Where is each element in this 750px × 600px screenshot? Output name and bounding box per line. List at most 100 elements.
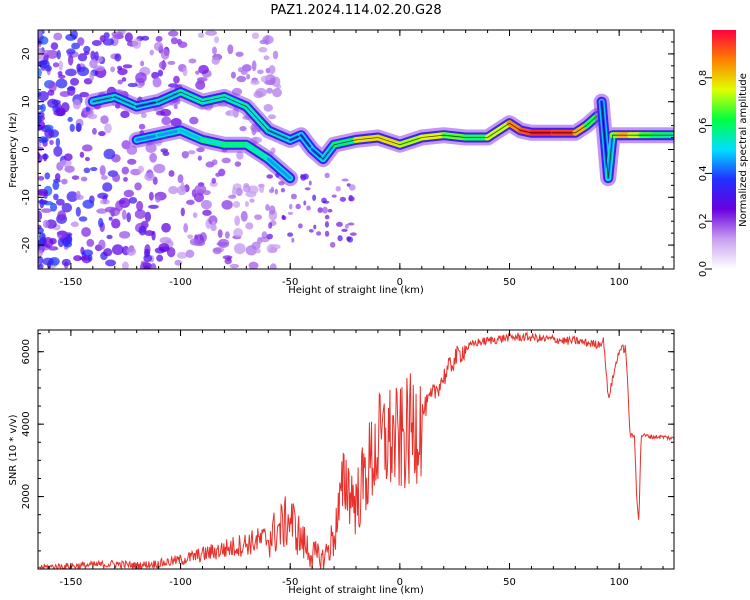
spectral-noise-blob (38, 59, 50, 69)
spectral-noise-blob (89, 71, 95, 81)
spectral-noise-blob (42, 237, 54, 248)
x-tick-label: 0 (397, 277, 403, 288)
spectral-noise-blob (82, 199, 95, 209)
spectral-noise-blob (291, 237, 295, 243)
spectral-noise-blob (339, 196, 347, 202)
spectral-noise-blob (71, 175, 80, 180)
colorbar-tick-label: 0.2 (698, 213, 709, 229)
spectral-noise-blob (94, 51, 99, 62)
spectral-noise-blob (188, 58, 197, 64)
spectral-noise-blob (267, 114, 276, 120)
x-tick-label: -50 (282, 577, 298, 588)
spectral-noise-blob (91, 40, 102, 47)
spectral-noise-blob (266, 174, 274, 179)
spectral-noise-blob (60, 159, 72, 167)
spectral-noise-blob (38, 199, 48, 204)
spectral-noise-blob (98, 131, 106, 137)
spectral-noise-blob (200, 199, 212, 210)
spectral-noise-blob (127, 158, 137, 165)
spectral-noise-blob (40, 208, 52, 213)
spectral-noise-blob (234, 215, 241, 226)
spectral-noise-blob (104, 123, 112, 134)
spectral-noise-blob (178, 41, 188, 48)
spectral-noise-blob (263, 103, 273, 112)
spectral-noise-blob (269, 205, 276, 215)
ridge-second-core (200, 138, 226, 147)
spectral-noise-blob (38, 90, 49, 102)
spectral-noise-blob (42, 219, 49, 229)
spectral-noise-blob (38, 68, 42, 78)
ridge-second-core (244, 143, 270, 161)
spectral-noise-blob (66, 48, 76, 55)
spectral-noise-blob (268, 222, 273, 229)
spectral-noise-blob (83, 45, 91, 53)
ridge-second-core (266, 157, 292, 180)
spectral-noise-blob (189, 238, 199, 246)
spectral-noise-blob (182, 66, 188, 77)
spectral-noise-blob (229, 263, 240, 269)
spectral-noise-blob (226, 109, 237, 117)
spectral-noise-blob (102, 38, 115, 46)
spectral-noise-blob (63, 241, 73, 248)
spectral-noise-blob (100, 175, 108, 180)
spectral-noise-blob (87, 113, 98, 120)
spectral-noise-blob (242, 184, 251, 193)
spectral-noise-blob (154, 195, 161, 203)
spectral-noise-blob (53, 193, 59, 201)
spectral-noise-blob (41, 49, 54, 56)
spectral-noise-blob (327, 208, 333, 213)
spectral-noise-blob (67, 116, 73, 123)
snr-series-line (38, 331, 674, 569)
spectral-noise-blob (47, 89, 55, 96)
spectral-noise-blob (48, 81, 57, 92)
spectral-noise-blob (295, 203, 301, 210)
spectral-noise-blob (57, 210, 67, 221)
spectral-noise-blob (155, 110, 166, 116)
x-tick-label: -150 (60, 277, 83, 288)
spectral-noise-blob (167, 60, 176, 65)
spectral-noise-blob (153, 41, 164, 51)
spectral-noise-blob (55, 78, 68, 89)
spectral-noise-blob (205, 30, 217, 36)
spectral-noise-blob (248, 261, 259, 269)
spectral-noise-blob (57, 70, 63, 77)
snr-panel: -150 -100 -50 0 50 100 2000 4000 6000 Height of… (8, 329, 675, 596)
spectral-noise-blob (92, 127, 97, 135)
spectral-noise-blob (121, 166, 130, 175)
x-tick-label: 0 (397, 577, 403, 588)
spectral-noise-blob (38, 142, 42, 147)
spectral-noise-blob (38, 224, 42, 230)
x-tick-label: -100 (169, 277, 192, 288)
x-tick-label: -50 (282, 277, 298, 288)
spectral-noise-blob (123, 176, 128, 182)
spectral-noise-blob (308, 180, 312, 186)
spectral-noise-blob (134, 182, 142, 191)
spectral-noise-blob (251, 126, 257, 136)
spectral-noise-blob (232, 186, 237, 197)
spectral-noise-blob (121, 209, 127, 220)
spectral-noise-blob (233, 243, 246, 255)
spectral-noise-blob (324, 221, 330, 228)
spectral-noise-blob (89, 59, 98, 69)
spectral-noise-blob (181, 150, 189, 159)
figure-title: PAZ1.2024.114.02.20.G28 (270, 3, 441, 18)
spectral-noise-blob (87, 254, 93, 262)
spectral-noise-blob (161, 116, 172, 126)
spectrogram-ridges-layer (84, 84, 674, 187)
spectral-noise-blob (259, 184, 265, 194)
spectral-noise-blob (170, 37, 178, 45)
spectral-noise-blob (212, 247, 222, 255)
y-tick-label: -10 (21, 189, 32, 205)
spectral-noise-blob (195, 80, 206, 90)
spectral-noise-blob (99, 199, 110, 205)
spectral-noise-blob (255, 248, 261, 254)
spectral-noise-blob (64, 165, 75, 173)
colorbar-tick-label: 0.8 (698, 70, 709, 86)
spectrogram-y-axis: -20 -10 0 10 20 (21, 29, 674, 270)
spectral-noise-blob (209, 181, 218, 187)
spectral-noise-blob (141, 35, 150, 41)
x-tick-label: -100 (169, 577, 192, 588)
spectral-noise-blob (38, 175, 45, 181)
spectral-noise-blob (70, 221, 79, 228)
